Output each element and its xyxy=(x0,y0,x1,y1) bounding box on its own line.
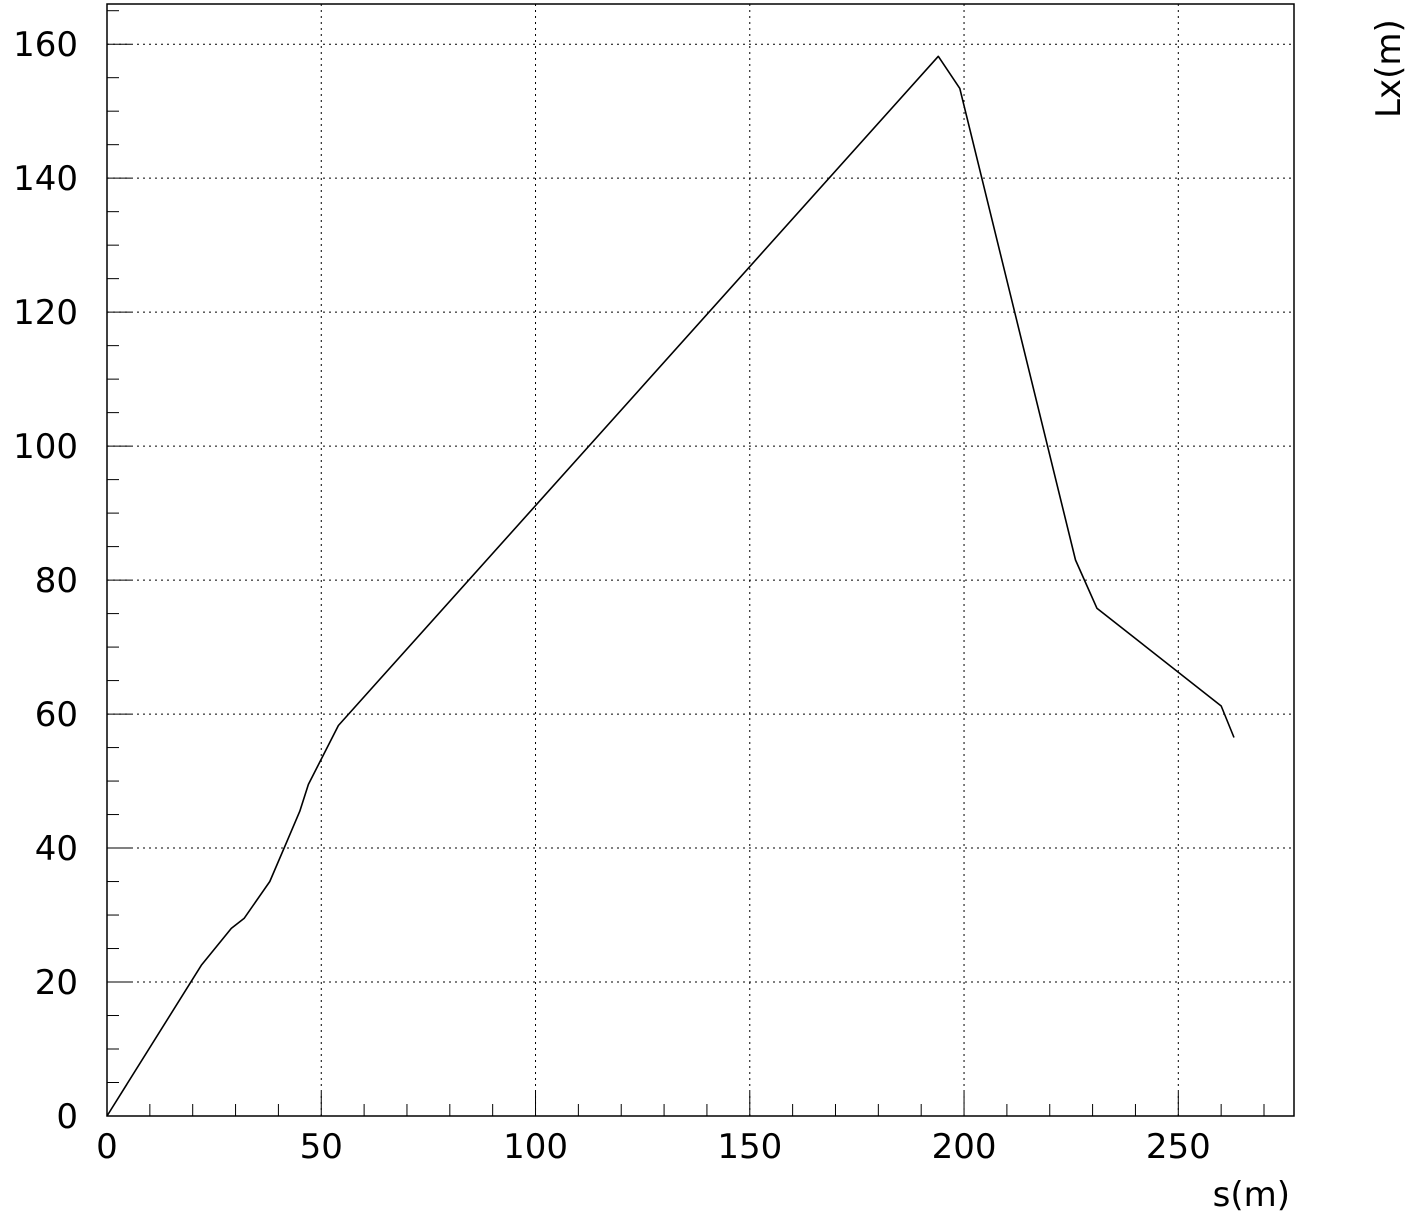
y-tick-label: 160 xyxy=(13,25,78,65)
y-tick-label: 40 xyxy=(35,829,78,869)
x-tick-label: 50 xyxy=(300,1127,343,1167)
axis-ticks xyxy=(106,10,1265,1117)
x-axis-title: s(m) xyxy=(1213,1175,1290,1215)
x-tick-label: 250 xyxy=(1146,1127,1211,1167)
y-tick-label: 140 xyxy=(13,159,78,199)
series-line xyxy=(106,55,1235,1117)
series-group xyxy=(106,55,1235,1117)
y-tick-label: 0 xyxy=(56,1097,78,1137)
y-tick-label: 80 xyxy=(35,561,78,601)
y-tick-label: 100 xyxy=(13,427,78,467)
plot-frame xyxy=(106,3,1295,1117)
x-tick-label: 100 xyxy=(503,1127,568,1167)
y-tick-label: 120 xyxy=(13,293,78,333)
tick-labels: 0 50 100 150 200 250 0 20 40 60 80 100 120 140 160 xyxy=(13,25,1211,1167)
x-tick-label: 0 xyxy=(96,1127,118,1167)
x-tick-label: 200 xyxy=(932,1127,997,1167)
y-tick-label: 20 xyxy=(35,963,78,1003)
grid-lines xyxy=(107,4,1294,1116)
y-axis-title: Lx(m) xyxy=(1369,19,1409,118)
y-tick-label: 60 xyxy=(35,695,78,735)
x-tick-label: 150 xyxy=(717,1127,782,1167)
